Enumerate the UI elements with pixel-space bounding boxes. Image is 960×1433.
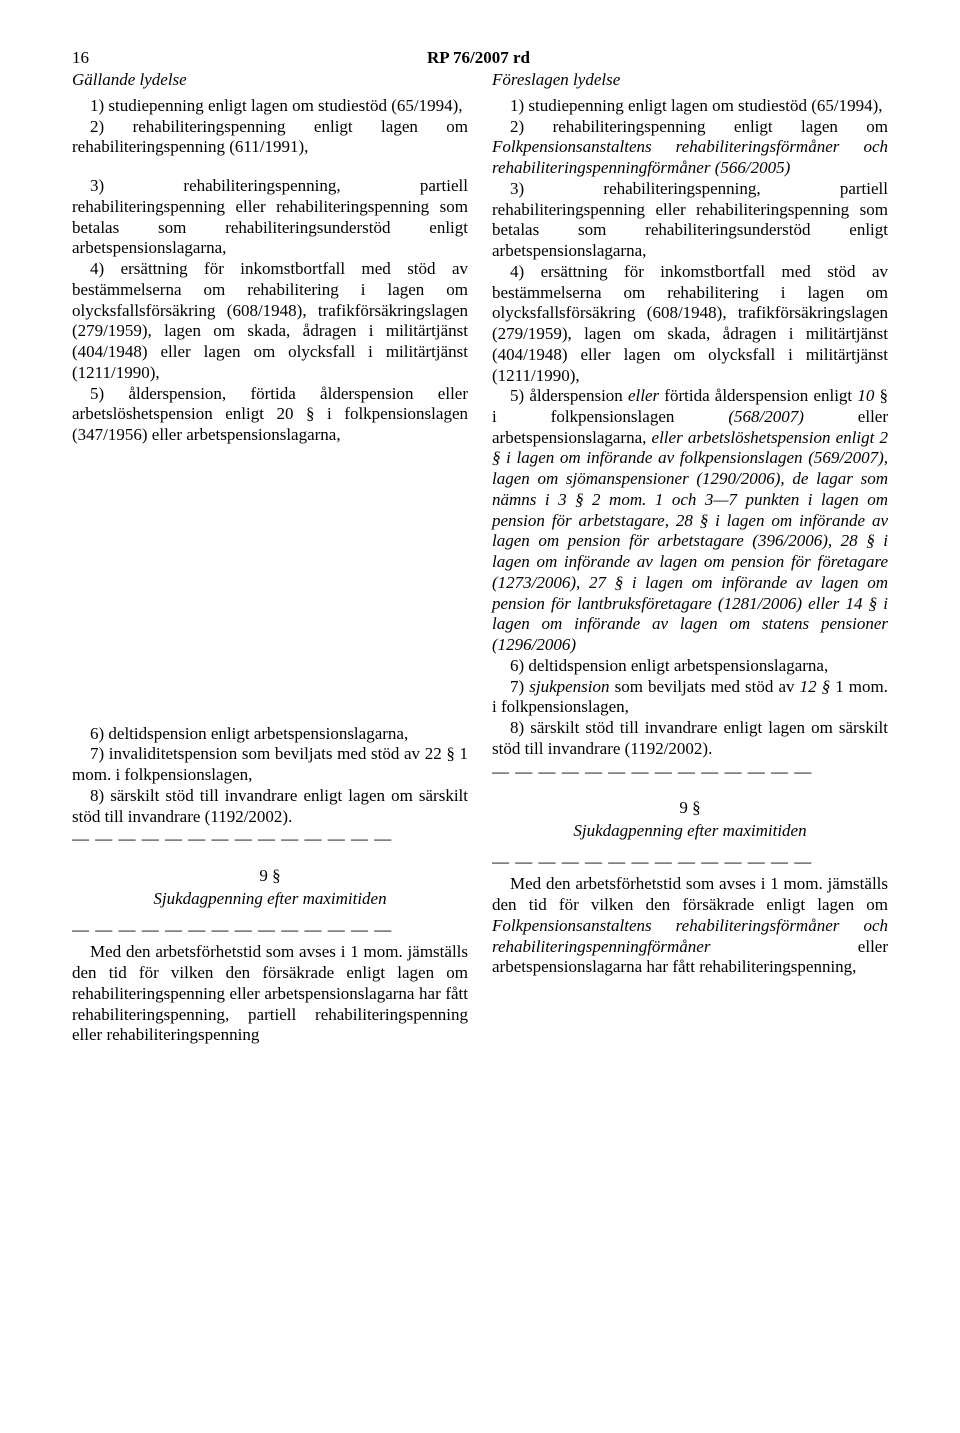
left-item-7: 7) invaliditetspension som beviljats med… <box>72 744 468 785</box>
left-alignment-spacer <box>72 446 468 724</box>
page-number: 16 <box>72 48 89 68</box>
main-columns: 1) studiepenning enligt lagen om studies… <box>72 96 888 1046</box>
right-item-7: 7) sjukpension som beviljats med stöd av… <box>492 677 888 718</box>
left-item-8: 8) särskilt stöd till invandrare enligt … <box>72 786 468 827</box>
right-item-4: 4) ersättning för inkomstbortfall med st… <box>492 262 888 386</box>
left-section-9-title: Sjukdagpenning efter maximitiden <box>72 889 468 910</box>
page: 16 RP 76/2007 rd Gällande lydelse Föresl… <box>0 0 960 1106</box>
right-item-6: 6) deltidspension enligt arbetspensionsl… <box>492 656 888 677</box>
right-section-9-body: Med den arbetsförhetstid som avses i 1 m… <box>492 874 888 978</box>
right-item-5: 5) ålderspension eller förtida ålderspen… <box>492 386 888 656</box>
right-dashline-2: — — — — — — — — — — — — — — <box>492 852 888 873</box>
left-column-label: Gällande lydelse <box>72 70 480 90</box>
header-row: 16 RP 76/2007 rd <box>72 48 888 68</box>
right-item-2: 2) rehabiliteringspenning enligt lagen o… <box>492 117 888 179</box>
left-dashline-2: — — — — — — — — — — — — — — <box>72 920 468 941</box>
left-item-3: 3) rehabiliteringspenning, partiell reha… <box>72 176 468 259</box>
sub-header-row: Gällande lydelse Föreslagen lydelse <box>72 70 888 90</box>
right-column-label: Föreslagen lydelse <box>480 70 888 90</box>
left-column: 1) studiepenning enligt lagen om studies… <box>72 96 480 1046</box>
left-section-9-body: Med den arbetsförhetstid som avses i 1 m… <box>72 942 468 1046</box>
right-dashline-1: — — — — — — — — — — — — — — <box>492 762 888 783</box>
left-section-9: 9 § <box>72 866 468 887</box>
left-item-2: 2) rehabiliteringspenning enligt lagen o… <box>72 117 468 158</box>
doc-title: RP 76/2007 rd <box>89 48 868 68</box>
right-column: 1) studiepenning enligt lagen om studies… <box>480 96 888 1046</box>
left-item-1: 1) studiepenning enligt lagen om studies… <box>72 96 468 117</box>
left-item-6: 6) deltidspension enligt arbetspensionsl… <box>72 724 468 745</box>
left-dashline-1: — — — — — — — — — — — — — — <box>72 829 468 850</box>
left-item-5: 5) ålderspension, förtida ålderspension … <box>72 384 468 446</box>
right-section-9: 9 § <box>492 798 888 819</box>
right-section-9-title: Sjukdagpenning efter maximitiden <box>492 821 888 842</box>
right-item-1: 1) studiepenning enligt lagen om studies… <box>492 96 888 117</box>
right-item-8: 8) särskilt stöd till invandrare enligt … <box>492 718 888 759</box>
left-item-4: 4) ersättning för inkomstbortfall med st… <box>72 259 468 383</box>
right-item-3: 3) rehabiliteringspenning, partiell reha… <box>492 179 888 262</box>
